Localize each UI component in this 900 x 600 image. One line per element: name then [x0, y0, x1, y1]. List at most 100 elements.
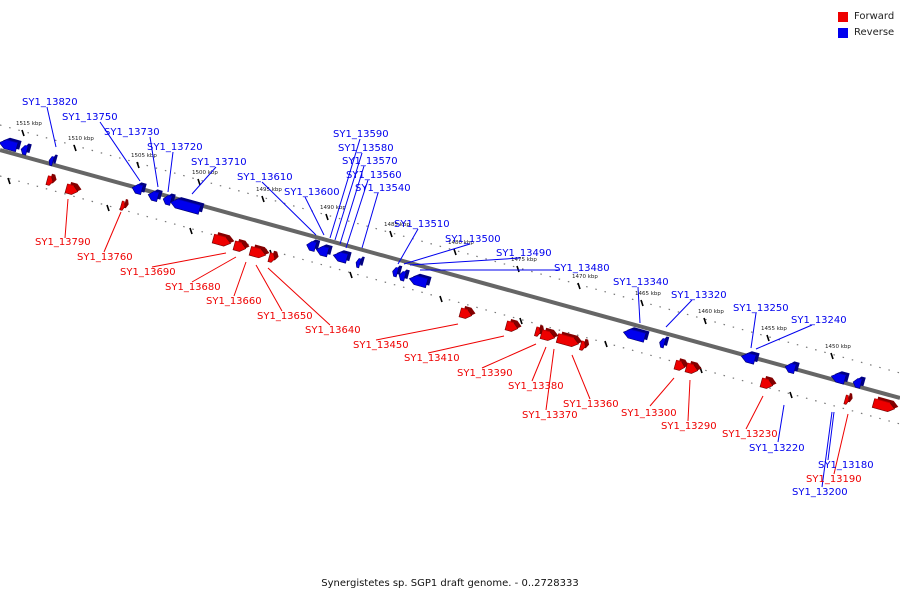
leader-line — [64, 198, 69, 239]
leader-line — [403, 243, 471, 265]
leader-line — [571, 354, 591, 400]
gene-glyph — [852, 376, 866, 389]
leader-line — [191, 256, 237, 283]
axis-tick — [640, 299, 644, 307]
gene-glyph — [332, 250, 352, 264]
leader-line — [267, 267, 331, 326]
gene-glyph — [45, 173, 57, 186]
axis-tick — [73, 144, 77, 152]
genome-caption: Synergistetes sp. SGP1 draft genome. - 0… — [321, 578, 579, 589]
gene-label: SY1_13410 — [404, 353, 460, 364]
gene-label: SY1_13720 — [147, 142, 203, 153]
leader-line — [233, 261, 247, 297]
axis-tick — [766, 334, 770, 342]
axis-tick-label: 1495 kbp — [256, 187, 282, 193]
gene-label: SY1_13450 — [353, 340, 409, 351]
gene-label: SY1_13680 — [165, 282, 221, 293]
gene-label: SY1_13180 — [818, 460, 874, 471]
gene-glyph — [784, 361, 800, 375]
leader-line — [481, 343, 537, 369]
axis-tick-label: 1515 kbp — [16, 121, 42, 127]
gene-glyph — [830, 371, 850, 385]
scale-dots — [0, 124, 900, 425]
leader-line — [687, 379, 691, 422]
gene-label: SY1_13580 — [338, 143, 394, 154]
gene-label: SY1_13390 — [457, 368, 513, 379]
leader-line — [409, 257, 521, 266]
axis-tick — [325, 213, 329, 221]
legend-label-forward: Forward — [854, 11, 895, 22]
axis-tick — [261, 195, 265, 203]
reverse-genes — [0, 137, 866, 389]
leader-line — [665, 299, 693, 328]
gene-label: SY1_13640 — [305, 325, 361, 336]
legend-item-forward: Forward — [838, 9, 898, 24]
axis-tick-label: 1475 kbp — [511, 257, 537, 263]
axis-tick — [389, 230, 393, 238]
gene-glyph — [871, 396, 899, 412]
leader-line — [261, 181, 317, 236]
axis-tick — [453, 248, 457, 256]
gene-label: SY1_13340 — [613, 277, 669, 288]
axis-tick — [197, 178, 201, 186]
gene-glyph — [673, 358, 689, 371]
gene-glyph — [555, 331, 583, 347]
axis-tick — [830, 352, 834, 360]
gene-glyph — [392, 265, 403, 278]
gene-glyph — [119, 199, 129, 211]
gene-label: SY1_13480 — [554, 263, 610, 274]
leader-line — [151, 252, 227, 268]
forward-swatch — [838, 11, 848, 22]
gene-glyph — [315, 244, 333, 258]
axis-tick — [703, 317, 707, 325]
gene-label: SY1_13600 — [284, 187, 340, 198]
leader-line — [46, 106, 57, 148]
gene-label: SY1_13300 — [621, 408, 677, 419]
axis-tick — [136, 161, 140, 169]
gene-glyph — [579, 338, 590, 351]
axis-tick-label: 1485 kbp — [384, 222, 410, 228]
leader-line — [745, 395, 764, 430]
gene-glyph — [408, 273, 432, 289]
leader-line — [755, 324, 813, 350]
axis-ticks: 1515 kbp 1510 kbp 1505 kbp 1500 kbp 1495 kbp… — [7, 121, 851, 399]
gene-label: SY1_13690 — [120, 267, 176, 278]
gene-label: SY1_13370 — [522, 410, 578, 421]
leader-line — [339, 165, 365, 245]
axis-tick — [516, 265, 520, 273]
gene-label: SY1_13790 — [35, 237, 91, 248]
gene-labels: SY1_13820 SY1_13750 SY1_13730 SY1_13720 SY1_… — [22, 97, 874, 498]
axis-tick — [789, 391, 793, 399]
gene-glyph — [355, 256, 365, 269]
gene-label: SY1_13380 — [508, 381, 564, 392]
gene-glyph — [0, 137, 22, 153]
leader-line — [149, 136, 159, 188]
gene-glyph — [684, 360, 702, 374]
leader-line — [99, 121, 141, 182]
gene-glyph — [622, 327, 650, 343]
reverse-swatch — [838, 27, 848, 38]
leader-line — [397, 228, 419, 265]
gene-glyph — [131, 182, 147, 196]
axis-tick-label: 1450 kbp — [825, 344, 851, 350]
gene-glyph — [211, 232, 235, 247]
scale-dotted-line — [0, 175, 900, 425]
leader-line — [255, 264, 283, 312]
axis-tick-label: 1470 kbp — [572, 274, 598, 280]
axis-tick-label: 1510 kbp — [68, 136, 94, 142]
axis-tick — [439, 295, 443, 303]
gene-glyph — [306, 239, 321, 252]
gene-glyph — [248, 244, 270, 259]
legend-label-reverse: Reverse — [854, 27, 895, 38]
gene-glyph — [740, 351, 760, 365]
gene-label: SY1_13610 — [237, 172, 293, 183]
leader-line — [821, 411, 833, 488]
scale-dotted-line — [0, 124, 900, 374]
gene-glyph — [48, 154, 58, 167]
gene-label: SY1_13220 — [749, 443, 805, 454]
gene-label: SY1_13730 — [104, 127, 160, 138]
gene-label: SY1_13560 — [346, 170, 402, 181]
forward-genes — [45, 173, 899, 412]
gene-label: SY1_13540 — [355, 183, 411, 194]
gene-label: SY1_13710 — [191, 157, 247, 168]
